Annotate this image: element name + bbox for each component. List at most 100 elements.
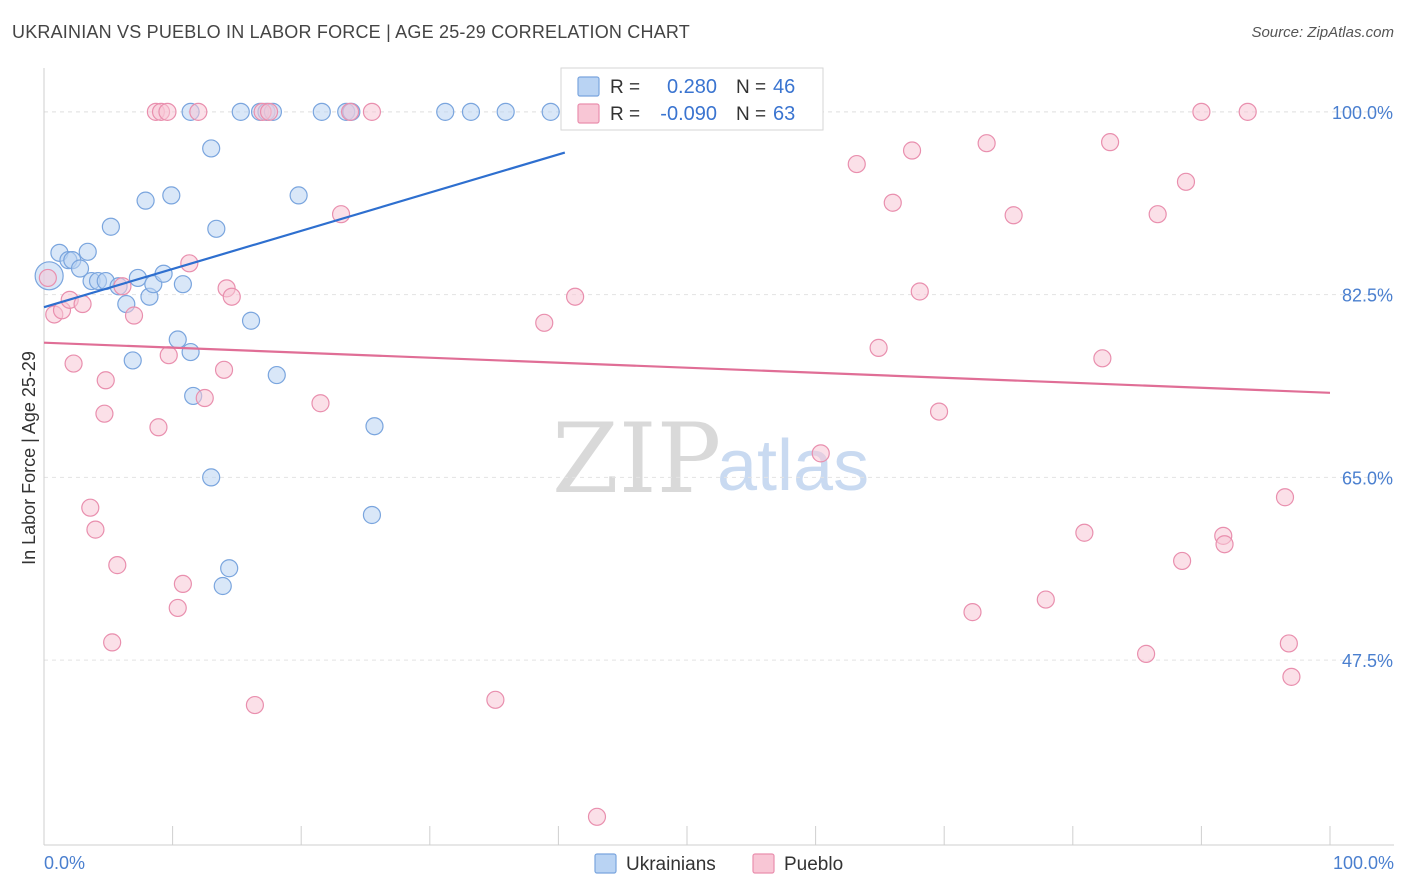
gridlines: [44, 111, 1394, 661]
axes: [43, 68, 1394, 846]
pueblo-point: [1100, 133, 1120, 152]
ukrainians-point: [362, 505, 382, 525]
pueblo-point: [340, 102, 360, 121]
pueblo-point: [245, 695, 265, 715]
pueblo-point: [108, 556, 127, 575]
legend-n-value-2: 63: [773, 103, 795, 125]
ukrainians-trend-line: [43, 151, 566, 309]
watermark-atlas: atlas: [717, 426, 869, 506]
pueblo-point: [189, 102, 208, 121]
pueblo-point: [173, 574, 192, 594]
ukrainians-point: [123, 351, 142, 370]
y-axis-title: In Labor Force | Age 25-29: [19, 351, 39, 565]
pueblo-point: [1176, 172, 1196, 191]
legend-r-label-2: R =: [610, 104, 640, 125]
bottom-legend: Ukrainians Pueblo: [594, 853, 843, 875]
pueblo-point: [1192, 102, 1211, 121]
pueblo-trend-line: [43, 341, 1331, 394]
pueblo-point: [81, 498, 100, 517]
legend-r-label-1: R =: [610, 77, 640, 98]
pueblo-point: [103, 633, 122, 652]
ukrainians-point: [101, 217, 120, 236]
bottom-legend-swatch-ukrainians: [594, 853, 617, 874]
pueblo-point: [929, 402, 949, 421]
x-tick-label-min: 0.0%: [44, 853, 85, 873]
ukrainians-point: [213, 576, 232, 596]
pueblo-point: [1075, 523, 1094, 542]
pueblo-point: [1275, 488, 1295, 507]
pueblo-point: [158, 102, 177, 121]
ukrainians-point: [168, 330, 187, 349]
x-ticks: [43, 826, 1331, 845]
chart-source: Source: ZipAtlas.com: [1251, 24, 1394, 41]
bottom-legend-label-ukrainians: Ukrainians: [626, 854, 716, 875]
pueblo-point: [159, 346, 178, 365]
legend-n-label-2: N =: [736, 104, 766, 125]
pueblo-point: [149, 418, 168, 437]
ukrainians-point: [289, 186, 308, 205]
ukrainians-point: [436, 102, 455, 121]
y-tick-label: 100.0%: [1332, 103, 1393, 123]
pueblo-point: [1148, 205, 1167, 224]
ukrainians-point: [312, 102, 331, 121]
pueblo-point: [486, 690, 505, 709]
pueblo-point: [566, 287, 585, 306]
ukrainians-point: [231, 102, 250, 121]
ukrainians-point: [220, 559, 239, 578]
ukrainians-point: [202, 139, 221, 158]
y-tick-label: 65.0%: [1342, 468, 1393, 488]
ukrainians-point: [461, 102, 481, 121]
pueblo-point: [811, 444, 830, 463]
ukrainians-point: [70, 259, 90, 278]
pueblo-point: [95, 404, 114, 423]
trend-lines: [43, 151, 1331, 394]
pueblo-point: [1137, 644, 1156, 663]
pueblo-point: [883, 193, 902, 212]
ukrainians-point: [162, 186, 181, 205]
ukrainians-point: [207, 219, 226, 238]
legend-swatch-ukrainians: [577, 76, 600, 97]
pueblo-point: [86, 520, 105, 539]
pueblo-point: [847, 154, 866, 174]
watermark: ZIP atlas: [552, 403, 869, 515]
pueblo-point: [168, 598, 187, 618]
legend-r-value-1: 0.280: [667, 76, 717, 98]
pueblo-point: [362, 102, 382, 121]
bottom-legend-label-pueblo: Pueblo: [784, 854, 843, 875]
ukrainians-point: [181, 342, 200, 362]
pueblo-point: [1279, 634, 1298, 653]
ukrainians-point: [365, 417, 384, 436]
ukrainians-point: [78, 242, 97, 261]
legend: R = 0.280 N = 46 R = -0.090 N = 63: [560, 67, 824, 131]
pueblo-point: [869, 338, 888, 357]
pueblo-point: [902, 141, 922, 160]
pueblo-point: [124, 306, 144, 325]
ukrainians-point: [496, 102, 515, 121]
pueblo-point: [195, 388, 214, 408]
pueblo-point: [1215, 535, 1234, 554]
y-tick-label: 82.5%: [1342, 286, 1393, 306]
bottom-legend-swatch-pueblo: [752, 853, 775, 874]
y-tick-label: 47.5%: [1342, 651, 1393, 671]
y-tick-labels: 47.5% 65.0% 82.5% 100.0%: [1332, 103, 1393, 671]
chart-title: UKRAINIAN VS PUEBLO IN LABOR FORCE | AGE…: [12, 22, 690, 42]
ukrainians-point: [541, 102, 560, 121]
x-tick-label-max: 100.0%: [1333, 853, 1394, 873]
data-points: [34, 102, 1301, 826]
pueblo-point: [587, 807, 607, 826]
ukrainians-point: [136, 191, 155, 210]
pueblo-point: [311, 394, 330, 413]
pueblo-point: [96, 371, 115, 390]
pueblo-point: [535, 313, 554, 332]
pueblo-point: [38, 268, 57, 288]
watermark-zip: ZIP: [552, 403, 721, 515]
pueblo-point: [64, 354, 83, 373]
ukrainians-point: [267, 365, 286, 385]
pueblo-point: [222, 287, 241, 306]
pueblo-point: [259, 102, 279, 121]
legend-n-label-1: N =: [736, 77, 766, 98]
pueblo-point: [1036, 590, 1055, 609]
legend-swatch-pueblo: [577, 103, 600, 124]
pueblo-point: [1173, 551, 1192, 571]
